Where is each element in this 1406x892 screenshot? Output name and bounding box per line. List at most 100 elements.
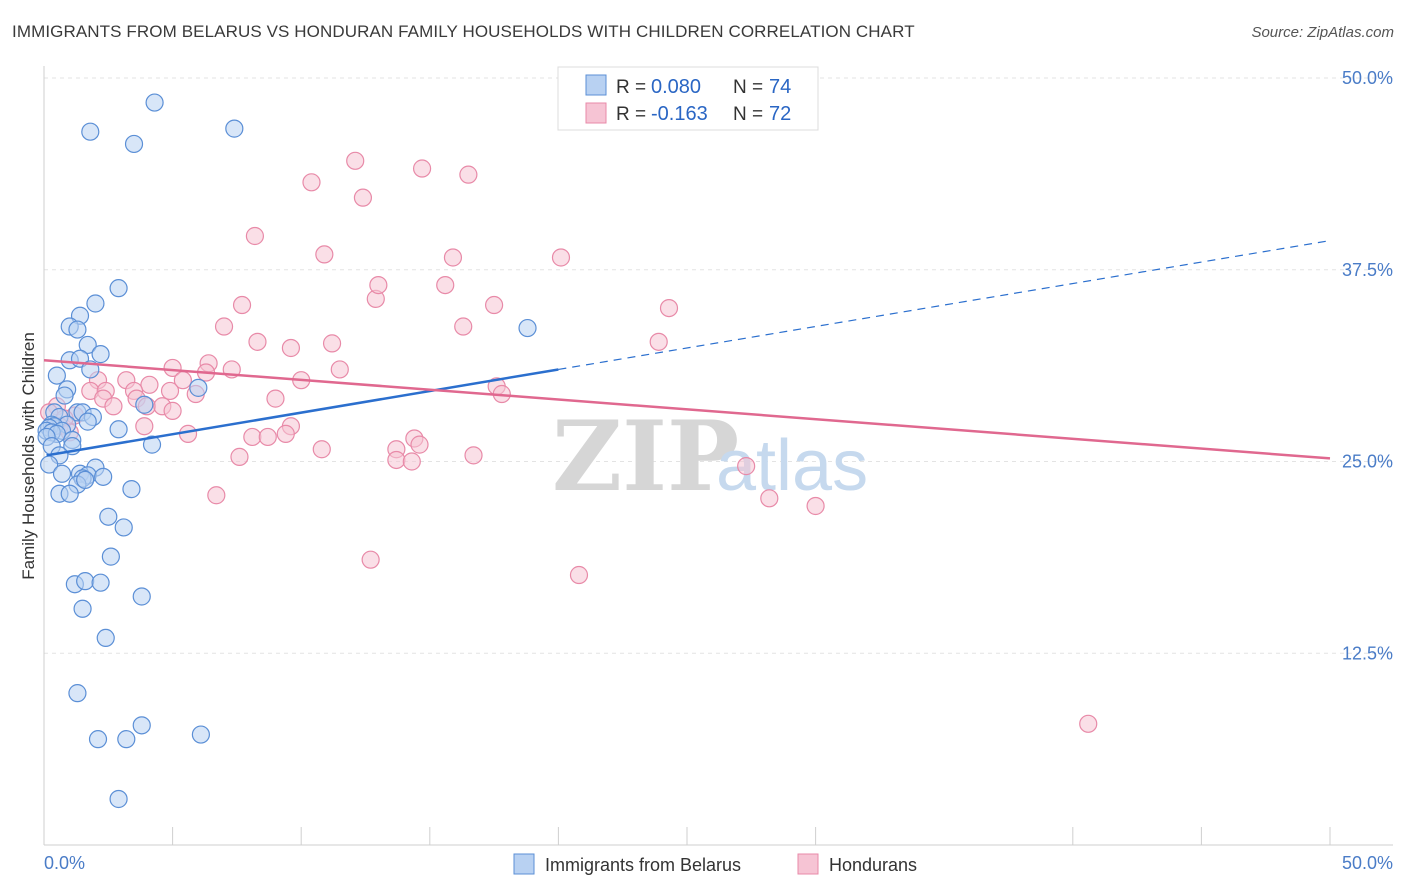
legend-r-value-hondurans: -0.163 bbox=[651, 103, 708, 125]
honduran-trend-line bbox=[43, 359, 1331, 460]
honduran-point bbox=[330, 360, 349, 379]
honduran-point bbox=[443, 248, 463, 267]
honduran-point bbox=[163, 401, 182, 420]
honduran-point bbox=[369, 275, 388, 295]
belarus-point bbox=[124, 134, 144, 154]
honduran-point bbox=[312, 440, 331, 459]
belarus-point bbox=[76, 470, 95, 490]
belarus-point bbox=[76, 572, 95, 591]
series-legend: Immigrants from Belarus Hondurans bbox=[513, 853, 917, 875]
honduran-point bbox=[207, 486, 226, 505]
bottom-legend-label-hondurans: Hondurans bbox=[829, 855, 917, 875]
honduran-point bbox=[245, 226, 265, 246]
honduran-point bbox=[387, 450, 406, 470]
honduran-point bbox=[214, 317, 234, 336]
y-axis-title: Family Households with Children bbox=[19, 332, 38, 580]
y-tick-label-1: 25.0% bbox=[1342, 452, 1393, 472]
honduran-point bbox=[135, 417, 154, 436]
belarus-trend-line bbox=[46, 368, 559, 457]
honduran-point bbox=[464, 446, 483, 465]
belarus-point bbox=[142, 435, 162, 454]
y-tick-labels: 12.5% 25.0% 37.5% 50.0% bbox=[1342, 68, 1393, 663]
legend-swatch-hondurans bbox=[585, 102, 607, 124]
belarus-point bbox=[94, 467, 113, 486]
honduran-point bbox=[569, 565, 589, 585]
legend-n-label-hondurans: N = bbox=[733, 104, 763, 125]
belarus-point bbox=[81, 122, 100, 141]
honduran-point bbox=[104, 397, 123, 416]
belarus-point bbox=[96, 628, 115, 648]
belarus-point bbox=[60, 484, 79, 503]
honduran-point bbox=[315, 245, 334, 264]
honduran-point bbox=[160, 381, 180, 401]
belarus-point bbox=[135, 395, 154, 414]
bottom-legend-label-belarus: Immigrants from Belarus bbox=[545, 855, 741, 875]
axes bbox=[43, 66, 1393, 846]
honduran-point bbox=[806, 496, 825, 516]
honduran-point bbox=[281, 338, 301, 358]
bottom-legend-swatch-hondurans bbox=[797, 853, 819, 875]
honduran-point bbox=[737, 457, 756, 476]
belarus-point bbox=[518, 318, 537, 338]
honduran-point bbox=[248, 332, 267, 351]
honduran-point bbox=[163, 358, 182, 378]
honduran-point bbox=[485, 295, 504, 315]
honduran-point bbox=[232, 295, 252, 315]
honduran-point bbox=[140, 375, 159, 394]
honduran-point bbox=[410, 435, 429, 454]
y-tick-label-2: 37.5% bbox=[1342, 260, 1393, 280]
watermark: ZIP atlas bbox=[552, 400, 868, 513]
belarus-point bbox=[91, 345, 110, 364]
belarus-point bbox=[109, 420, 128, 439]
honduran-point bbox=[454, 317, 473, 336]
honduran-point bbox=[649, 332, 668, 351]
honduran-point bbox=[412, 159, 432, 178]
y-tick-label-3: 50.0% bbox=[1342, 68, 1393, 88]
belarus-point bbox=[68, 684, 87, 703]
x-tick-label-min: 0.0% bbox=[44, 853, 85, 873]
legend-r-label-belarus: R = bbox=[616, 77, 646, 98]
honduran-point bbox=[178, 424, 198, 443]
chart-title: IMMIGRANTS FROM BELARUS VS HONDURAN FAMI… bbox=[12, 22, 915, 41]
watermark-zip: ZIP bbox=[552, 400, 739, 513]
honduran-point bbox=[353, 188, 373, 207]
y-tick-label-0: 12.5% bbox=[1342, 643, 1393, 663]
honduran-point bbox=[243, 427, 262, 447]
belarus-point bbox=[73, 599, 92, 618]
belarus-point bbox=[55, 386, 74, 405]
belarus-point bbox=[132, 716, 151, 735]
honduran-point bbox=[402, 452, 421, 471]
grid-lines bbox=[44, 77, 1393, 654]
x-tick-label-max: 50.0% bbox=[1342, 853, 1393, 873]
belarus-point bbox=[78, 412, 97, 431]
belarus-point bbox=[109, 789, 128, 809]
honduran-point bbox=[276, 424, 295, 443]
belarus-points bbox=[37, 93, 537, 809]
belarus-point bbox=[68, 320, 87, 339]
belarus-point bbox=[189, 378, 208, 397]
honduran-point bbox=[760, 489, 779, 508]
honduran-point bbox=[436, 275, 455, 295]
belarus-point bbox=[145, 93, 164, 112]
honduran-point bbox=[302, 173, 321, 192]
belarus-point bbox=[86, 294, 105, 313]
honduran-point bbox=[266, 389, 285, 408]
legend-r-value-belarus: 0.080 bbox=[651, 76, 701, 98]
legend-n-label-belarus: N = bbox=[733, 77, 763, 98]
belarus-point bbox=[109, 279, 128, 298]
belarus-point bbox=[122, 480, 141, 499]
honduran-point bbox=[346, 151, 365, 170]
honduran-point bbox=[1079, 714, 1098, 733]
belarus-point bbox=[47, 366, 66, 385]
belarus-trend-line-projection bbox=[558, 240, 1331, 371]
source-label: Source: ZipAtlas.com bbox=[1251, 24, 1394, 41]
honduran-point bbox=[258, 427, 277, 447]
honduran-point bbox=[230, 447, 249, 466]
bottom-legend-swatch-belarus bbox=[513, 853, 535, 875]
stats-legend: R = 0.080 N = 74 R = -0.163 N = 72 bbox=[557, 66, 819, 131]
belarus-point bbox=[99, 507, 118, 526]
honduran-point bbox=[459, 165, 478, 184]
belarus-point bbox=[117, 730, 136, 749]
belarus-point bbox=[101, 547, 120, 566]
belarus-point bbox=[132, 587, 151, 606]
